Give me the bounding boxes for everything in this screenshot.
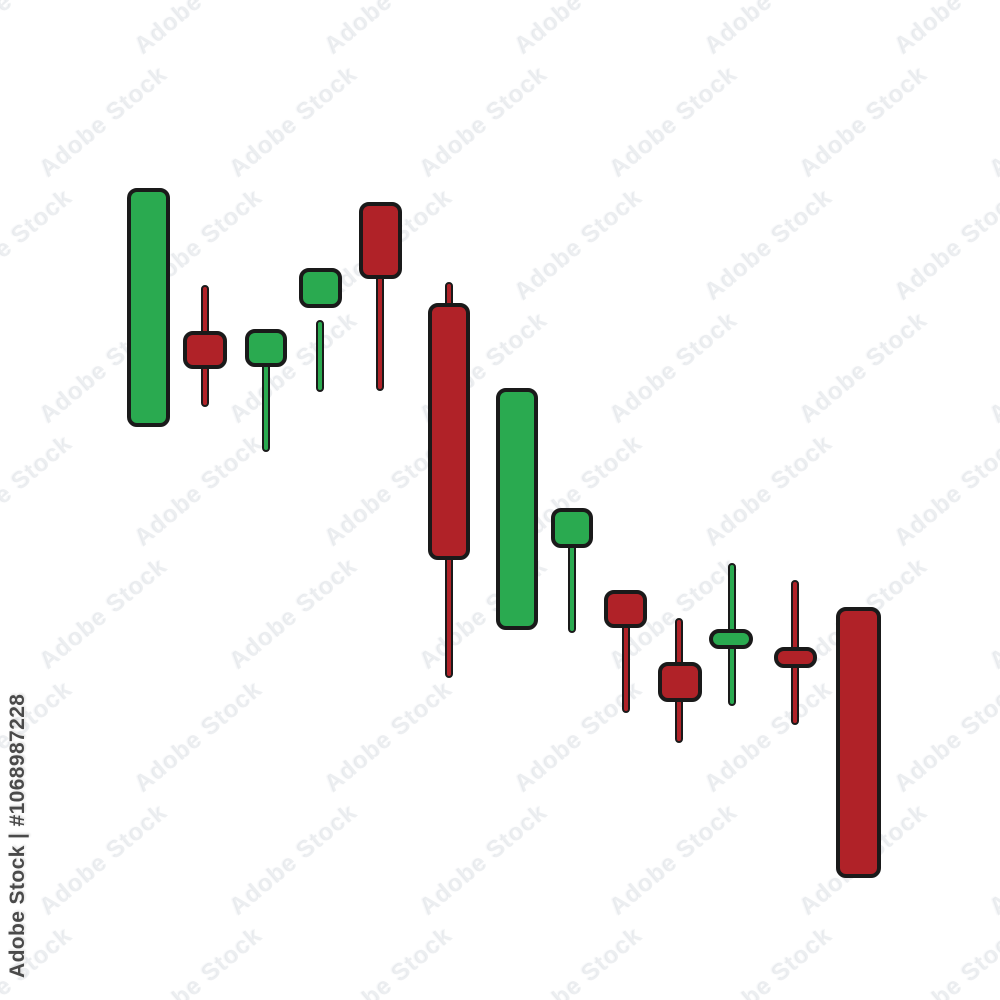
candle-body [428,303,470,560]
candle-body [359,202,402,279]
candle-body [183,331,227,369]
candle-body [709,629,753,649]
candle-body [836,607,881,878]
candle-body [604,590,647,628]
candle-body [658,662,702,702]
candle-body [245,329,287,367]
stock-id-watermark: Adobe Stock | #1068987228 [6,693,29,978]
candle-wick [316,320,324,392]
candle-body [127,188,170,427]
candle-body [299,268,342,308]
candle-body [774,647,817,668]
candle-body [551,508,593,548]
candle-body [496,388,538,630]
